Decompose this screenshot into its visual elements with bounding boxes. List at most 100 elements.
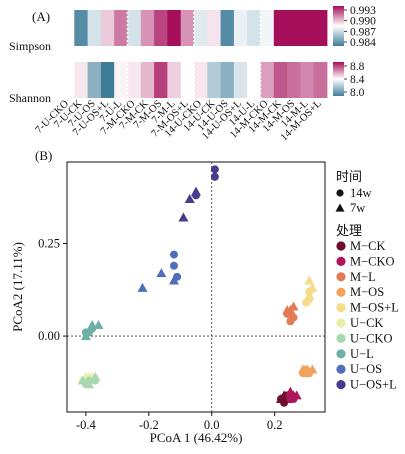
- scatter-point: [307, 364, 318, 374]
- shape-legend-title: 时间: [336, 169, 362, 184]
- heatmap-column-labels: 7-U-CKO7-U-CK7-U-OS7-U-OS+L7-U-L7-M-CKO7…: [34, 98, 324, 143]
- colorbar-tick-label: 0.984: [350, 37, 376, 49]
- legend-series-label: M−OS: [350, 285, 384, 299]
- scatter-point: [87, 319, 98, 329]
- scatter-point: [90, 371, 101, 381]
- y-tick-label: 0.00: [38, 329, 60, 343]
- heatmap-cell: [233, 10, 248, 46]
- heatmap-cell: [140, 10, 155, 46]
- heatmap-row-label: Shannon: [9, 91, 51, 105]
- y-axis-label: PCoA2 (17.11%): [10, 242, 25, 332]
- heatmap-cell: [273, 62, 288, 98]
- heatmap-cell: [313, 10, 328, 46]
- x-tick-label: -0.4: [76, 418, 97, 432]
- legend-color-swatch: [336, 303, 346, 313]
- colorbar-tick-label: 8.8: [350, 61, 365, 73]
- heatmap-cell: [100, 62, 115, 98]
- scatter-point: [191, 186, 201, 196]
- heatmap-cell: [313, 62, 328, 98]
- legend-color-swatch: [336, 349, 346, 359]
- legend-shape-label: 7w: [350, 201, 365, 215]
- pcoa-panel: (B) -0.4 -0.2 0.0 0.2 0.00 0.25 PCoA 1 (46.42…: [10, 148, 399, 445]
- scatter-point: [178, 212, 189, 222]
- colorbar-tick-label: 8.4: [350, 74, 365, 86]
- heatmap-cell: [167, 62, 182, 98]
- scatter-point: [210, 172, 219, 181]
- legend-color-swatch: [336, 287, 346, 297]
- scatter-point: [137, 282, 148, 292]
- heatmap-cell: [247, 10, 261, 46]
- legend-color-swatch: [336, 272, 346, 282]
- heatmap-cell: [167, 10, 182, 46]
- heatmap-cell: [127, 62, 142, 98]
- axis-ticks: -0.4 -0.2 0.0 0.2 0.00 0.25: [38, 236, 282, 432]
- color-legend-title: 处理: [336, 223, 362, 238]
- heatmap-cell: [180, 10, 195, 46]
- scatter-point: [168, 275, 179, 285]
- x-tick-label: -0.2: [139, 418, 159, 432]
- scatter-point: [210, 165, 219, 174]
- heatmap-cell: [87, 10, 102, 46]
- heatmap-cell: [247, 62, 261, 98]
- scatter-point: [80, 331, 91, 341]
- colorbar-tick-label: 0.987: [350, 26, 376, 38]
- heatmap-cell: [220, 62, 235, 98]
- heatmap-cell: [207, 10, 221, 46]
- legend-shape-marker: [336, 189, 344, 197]
- heatmap-cell: [87, 62, 102, 98]
- legend-series-label: M−CK: [350, 239, 386, 253]
- heatmap-cell: [74, 10, 88, 46]
- colorbar: [333, 6, 344, 46]
- heatmap-cell: [194, 62, 208, 98]
- heatmap-cell: [127, 10, 142, 46]
- heatmap-cell: [180, 62, 195, 98]
- legend-series-label: U−OS: [350, 362, 382, 376]
- heatmap-cell: [194, 10, 208, 46]
- scatter-point: [307, 282, 318, 292]
- legend-color-swatch: [336, 241, 346, 251]
- heatmap-cell: [287, 62, 301, 98]
- heatmap-cell: [154, 10, 168, 46]
- colorbar-tick-label: 8.0: [350, 87, 365, 99]
- heatmap-cell: [61, 62, 75, 98]
- panel-label-a: (A): [32, 9, 50, 24]
- heatmap-cell: [154, 62, 168, 98]
- heatmap-cell: [100, 10, 115, 46]
- heatmap-cell: [61, 10, 75, 46]
- legend-series-label: U−OS+L: [350, 378, 397, 392]
- scatter-point: [156, 268, 167, 278]
- x-tick-label: 0.2: [267, 418, 283, 432]
- heatmap-cell: [260, 62, 275, 98]
- scatter-points: [77, 165, 318, 407]
- heatmap-row-label: Simpson: [9, 39, 51, 53]
- legend-color-swatch: [336, 256, 346, 266]
- legend-series-label: M−L: [350, 270, 376, 284]
- legend-color-swatch: [336, 333, 346, 343]
- heatmap-cell: [114, 10, 128, 46]
- heatmap-cell: [220, 10, 235, 46]
- heatmap-cell: [260, 10, 275, 46]
- legend-color-swatch: [336, 380, 346, 390]
- colorbar-tick-label: 0.990: [350, 16, 376, 28]
- scatter-point: [304, 290, 315, 300]
- heatmap-panel: (A) Simpson Shannon 7-U-CKO7-U-CK7-U-OS7-…: [9, 5, 376, 143]
- heatmap-cells: [61, 8, 328, 100]
- legend-color-swatch: [336, 318, 346, 328]
- scatter-point: [93, 319, 104, 329]
- heatmap-cell: [300, 10, 315, 46]
- legend-series-label: U−CKO: [350, 331, 392, 345]
- heatmap-cell: [140, 62, 155, 98]
- colorbar: [333, 62, 344, 96]
- legend-series-label: M−CKO: [350, 254, 395, 268]
- heatmap-cell: [207, 62, 221, 98]
- heatmap-cell: [287, 10, 301, 46]
- scatter-point: [302, 298, 311, 307]
- scatter-point: [304, 275, 315, 285]
- legend-series-label: U−L: [350, 347, 374, 361]
- scatter-point: [286, 317, 295, 326]
- scatter-point: [279, 390, 290, 400]
- heatmap-cell: [233, 62, 248, 98]
